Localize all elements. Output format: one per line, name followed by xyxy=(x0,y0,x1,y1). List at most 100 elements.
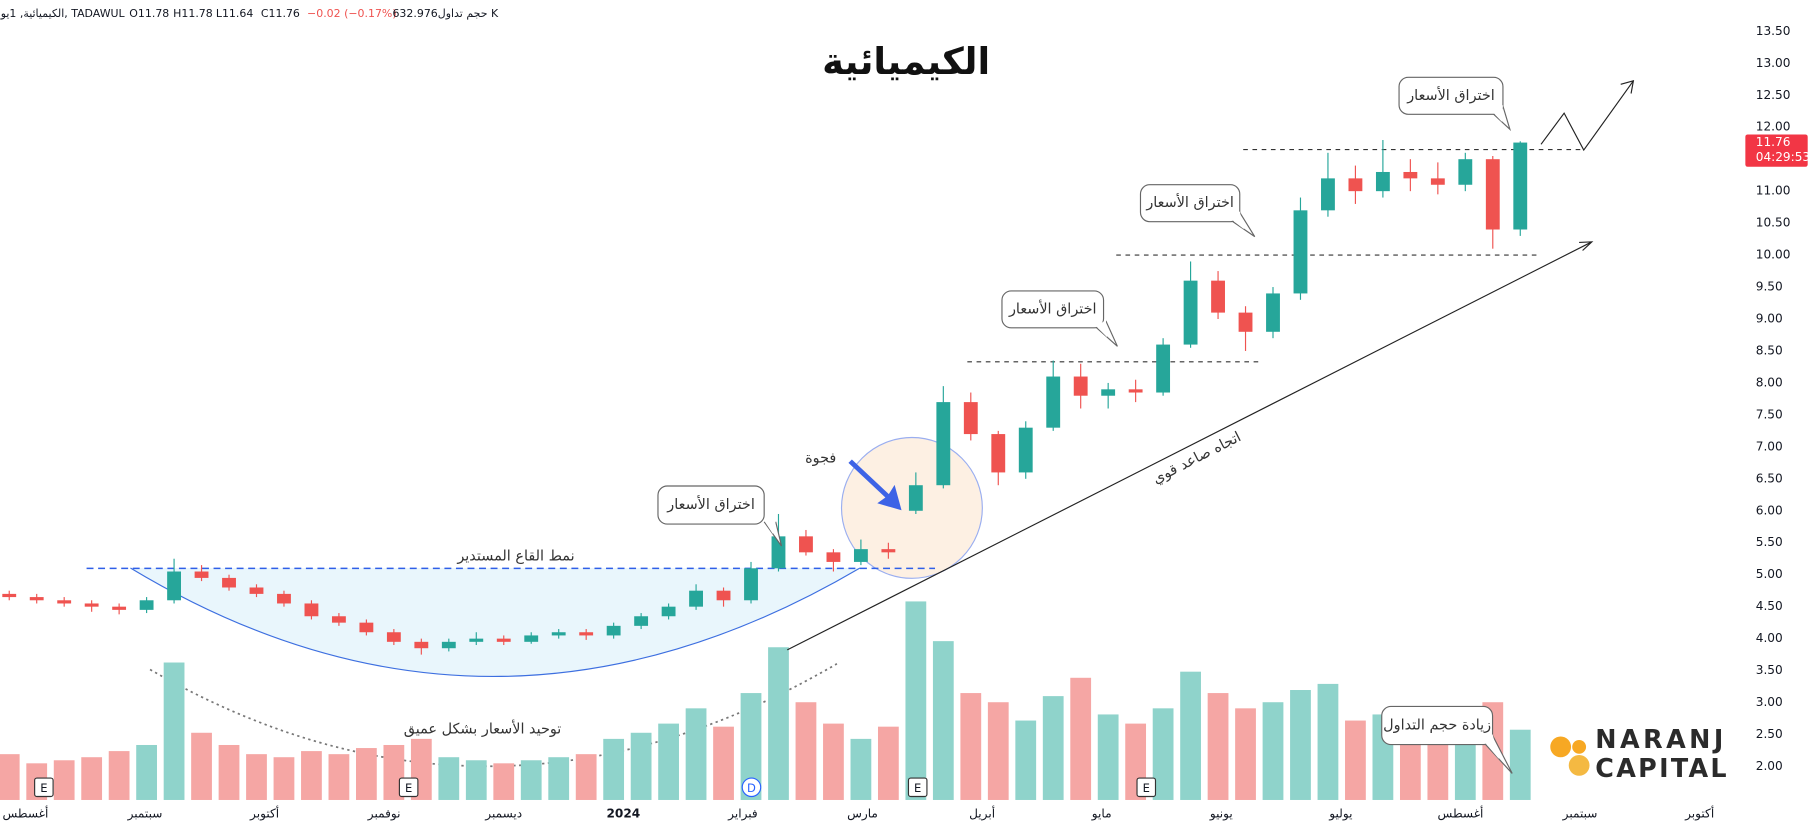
callout-tail-cover xyxy=(764,520,776,534)
volume-bar xyxy=(1345,720,1366,800)
candle-body xyxy=(194,571,209,578)
candle-body xyxy=(249,587,264,594)
candle-body xyxy=(139,600,154,610)
volume-bar xyxy=(1235,708,1256,800)
volume-bar xyxy=(768,647,789,800)
x-tick-label: يونيو xyxy=(1209,806,1233,821)
candle-body xyxy=(496,638,511,642)
candle-body xyxy=(29,597,44,601)
logo-icon xyxy=(1568,754,1590,776)
volume-bar xyxy=(438,757,460,800)
x-tick-label: فبراير xyxy=(727,806,758,821)
candle-body xyxy=(1101,389,1116,396)
candle-body xyxy=(963,402,978,435)
volume-bar xyxy=(0,754,20,800)
candle-body xyxy=(1156,344,1171,393)
event-label: E xyxy=(405,781,412,795)
x-tick-label: ديسمبر xyxy=(484,806,522,821)
x-tick-label: مارس xyxy=(847,806,878,821)
y-tick-label: 13.50 xyxy=(1756,24,1791,38)
callout-box xyxy=(1381,705,1494,746)
volume-bar xyxy=(218,744,240,800)
y-tick-label: 13.00 xyxy=(1756,56,1791,70)
candle-body xyxy=(277,593,291,604)
event-marker xyxy=(1136,777,1157,798)
x-tick-label: يوليو xyxy=(1328,806,1352,821)
volume-bar xyxy=(795,702,817,800)
logo-icon xyxy=(1553,758,1568,773)
volume-bar xyxy=(603,738,625,800)
projection-arrow xyxy=(1540,80,1634,152)
volume-bar xyxy=(1015,720,1037,800)
callout-tail-cover xyxy=(1493,105,1503,122)
candle-body xyxy=(1018,427,1033,473)
y-tick-label: 11.00 xyxy=(1756,184,1791,198)
candle-body xyxy=(1458,159,1473,185)
volume-bar xyxy=(520,760,542,800)
x-tick-label: سبتمبر xyxy=(127,806,163,821)
header-open: O11.78 xyxy=(129,7,169,20)
volume-bar xyxy=(246,754,267,800)
event-label: E xyxy=(914,781,921,795)
volume-bar xyxy=(575,754,597,800)
candle-body xyxy=(84,603,99,607)
volume-bar xyxy=(905,601,927,800)
volume-bar xyxy=(548,757,570,800)
y-tick-label: 9.50 xyxy=(1756,280,1783,294)
consolidation-label: توحيد الأسعار بشكل عميق xyxy=(404,720,562,738)
candle-body xyxy=(1073,376,1088,396)
header-close: C11.76 xyxy=(261,7,300,20)
event-label: E xyxy=(1143,781,1150,795)
volume-bar xyxy=(1509,729,1531,800)
candle-body xyxy=(881,549,896,553)
x-tick-label: أكتوبر xyxy=(1684,805,1714,821)
trend-arrowhead xyxy=(1579,241,1594,251)
candle-body xyxy=(112,606,127,610)
volume-bar xyxy=(465,760,487,800)
volume-bar xyxy=(301,751,322,800)
y-tick-label: 4.50 xyxy=(1756,599,1783,613)
candle-body xyxy=(414,641,429,649)
candle-body xyxy=(1046,376,1061,428)
rounding-label: نمط القاع المستدير xyxy=(456,548,574,564)
volume-bar xyxy=(1097,714,1119,800)
callout-box xyxy=(657,485,765,525)
projection-arrowhead xyxy=(1620,80,1635,94)
candle-body xyxy=(1375,171,1390,192)
volume-bar xyxy=(932,641,954,800)
candle-body xyxy=(1321,178,1335,211)
volume-bar xyxy=(740,693,762,800)
candle-body xyxy=(661,606,676,617)
event-marker xyxy=(398,777,419,798)
callout-label: اختراق الأسعار xyxy=(1145,193,1234,211)
candle-body xyxy=(1513,142,1528,230)
volume-bar xyxy=(1207,693,1229,800)
callout-box xyxy=(1001,290,1105,329)
callout-tail-cover xyxy=(1485,734,1499,759)
candle-body xyxy=(222,577,236,588)
volume-bar xyxy=(328,754,350,800)
candle-body xyxy=(634,616,649,626)
event-label: E xyxy=(40,781,47,795)
volume-bar xyxy=(136,744,157,800)
volume-bar xyxy=(987,702,1009,800)
volume-bar xyxy=(108,751,130,800)
event-marker xyxy=(34,777,54,798)
candle-body xyxy=(1266,293,1280,332)
volume-bar xyxy=(1262,702,1284,800)
y-tick-label: 10.00 xyxy=(1756,248,1791,262)
volume-bar xyxy=(273,757,295,800)
event-marker xyxy=(907,777,928,798)
y-tick-label: 5.50 xyxy=(1756,535,1783,549)
y-tick-label: 2.00 xyxy=(1756,759,1783,773)
x-tick-label: نوفمبر xyxy=(367,806,401,821)
gap-arrow xyxy=(848,459,902,511)
x-tick-label: سبتمبر xyxy=(1562,806,1598,821)
volume-bar xyxy=(493,763,515,800)
candle-body xyxy=(167,571,181,601)
candle-body xyxy=(853,549,868,562)
volume-bar xyxy=(685,708,707,800)
candle-body xyxy=(716,590,731,601)
candle-body xyxy=(579,632,594,636)
